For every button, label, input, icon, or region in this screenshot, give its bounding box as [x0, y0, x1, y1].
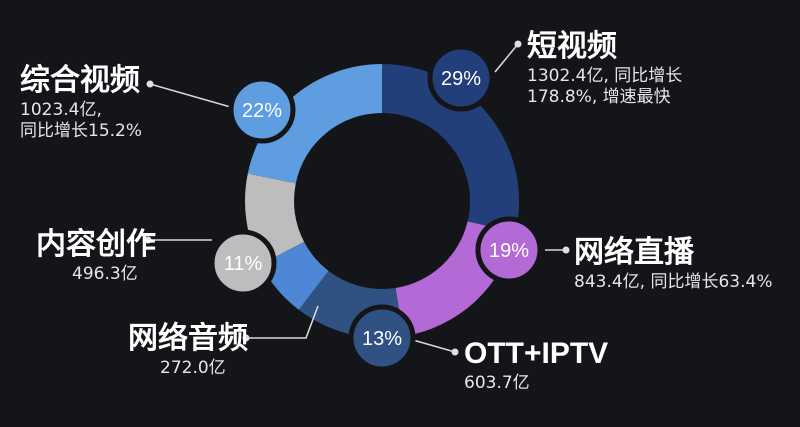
- label-general-video-line2: 同比增长15.2%: [20, 120, 143, 141]
- label-online-audio: 网络音频 272.0亿: [128, 320, 248, 379]
- connector-dot-live-streaming: [562, 246, 570, 254]
- badge-label-short-video: 29%: [441, 68, 481, 90]
- badge-ott-iptv: [348, 304, 416, 372]
- label-ott-iptv-name: OTT+IPTV: [464, 337, 609, 370]
- connector-dot-online-audio: [242, 334, 250, 342]
- label-online-audio-name: 网络音频: [128, 321, 248, 356]
- label-content-creation-line1: 496.3亿: [72, 263, 138, 284]
- label-content-creation-name: 内容创作: [36, 227, 156, 262]
- slice-online-audio: [260, 241, 329, 310]
- label-live-streaming-line1: 843.4亿, 同比增长63.4%: [574, 271, 773, 292]
- connector-short-video: [494, 43, 519, 73]
- badge-label-content-creation: 11%: [224, 253, 263, 275]
- connector-dot-short-video: [514, 40, 522, 48]
- connector-dot-ott-iptv: [451, 348, 459, 356]
- connector-dot-content-creation: [144, 236, 152, 244]
- label-ott-iptv-line1: 603.7亿: [464, 372, 530, 393]
- label-content-creation: 内容创作 496.3亿: [36, 226, 156, 285]
- label-live-streaming: 网络直播 843.4亿, 同比增长63.4%: [574, 234, 772, 293]
- label-short-video-name: 短视频: [527, 29, 617, 64]
- connector-ott-iptv: [412, 339, 456, 353]
- connector-dot-general-video: [146, 80, 154, 88]
- label-online-audio-line1: 272.0亿: [160, 357, 226, 378]
- badge-label-ott-iptv: 13%: [362, 328, 402, 350]
- connector-online-audio: [246, 305, 319, 339]
- label-general-video-line1: 1023.4亿,: [20, 99, 102, 120]
- label-short-video-line1: 1302.4亿, 同比增长: [527, 65, 683, 86]
- badge-label-live-streaming: 19%: [489, 240, 529, 262]
- slice-general-video: [247, 64, 382, 184]
- label-short-video: 短视频 1302.4亿, 同比增长 178.8%, 增速最快: [527, 28, 682, 108]
- label-live-streaming-name: 网络直播: [574, 235, 694, 270]
- badge-label-general-video: 22%: [242, 100, 282, 122]
- slice-short-video: [382, 64, 519, 233]
- badge-content-creation: [209, 229, 277, 297]
- badge-live-streaming: [475, 216, 543, 284]
- badge-general-video: [228, 76, 296, 144]
- label-short-video-line2: 178.8%, 增速最快: [527, 86, 671, 107]
- label-ott-iptv: OTT+IPTV 603.7亿: [464, 335, 608, 394]
- label-general-video-name: 综合视频: [20, 63, 140, 98]
- badge-short-video: [427, 44, 495, 112]
- label-general-video: 综合视频 1023.4亿, 同比增长15.2%: [20, 62, 142, 142]
